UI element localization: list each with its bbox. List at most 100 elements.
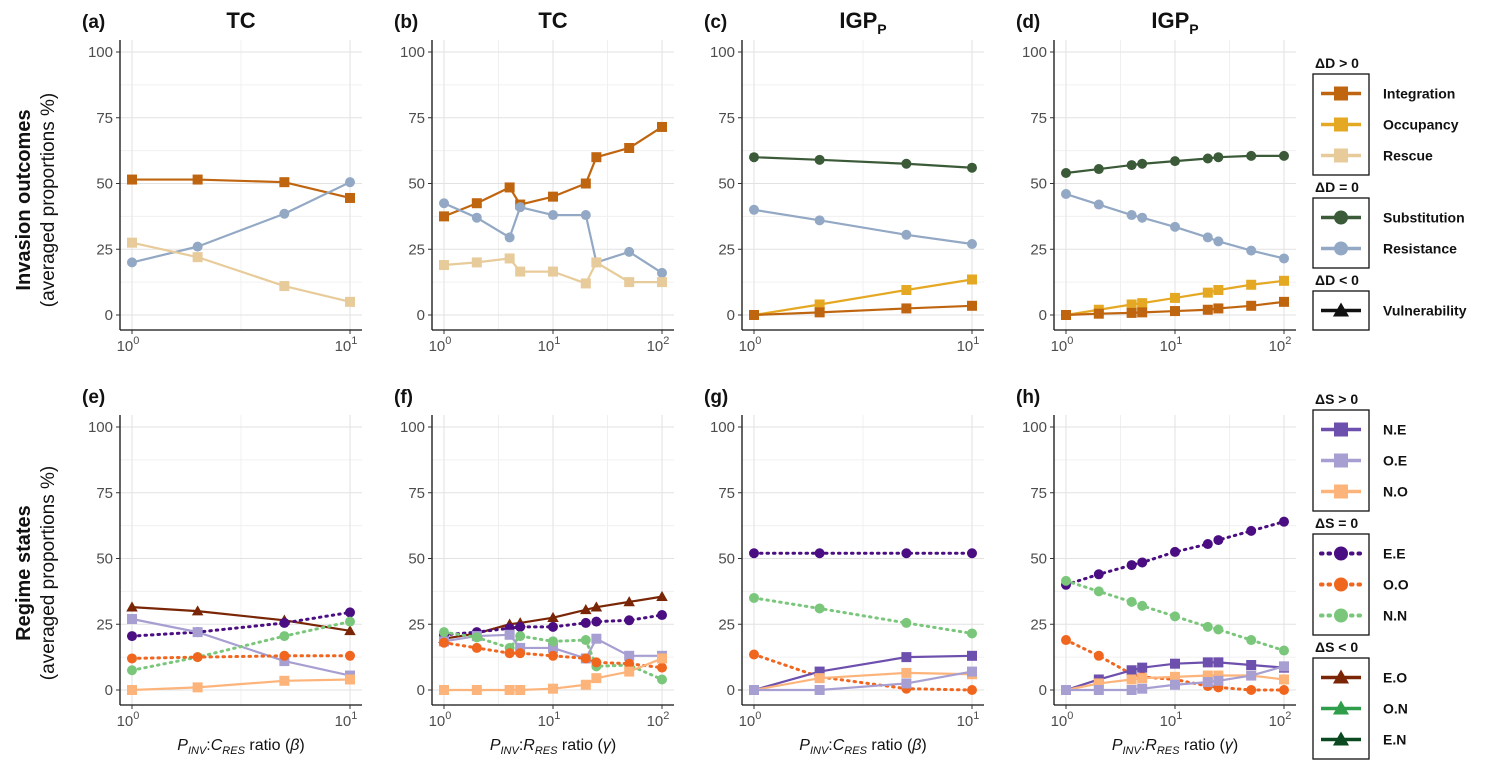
row-label-bottom-main: Regime states xyxy=(13,505,35,641)
series-o-e xyxy=(1061,661,1289,695)
legend-marker xyxy=(1334,422,1348,437)
y-tick-label: 0 xyxy=(727,682,735,699)
data-point xyxy=(1137,158,1148,169)
panel-title: TC xyxy=(226,8,255,33)
y-tick-label: 25 xyxy=(96,241,113,258)
legend-group: ΔS = 0 E.E O.O N.N xyxy=(1312,515,1409,636)
series-resistance xyxy=(127,177,355,268)
panels: (a) TC 0 25 50 75 100 100 101 (b) TC 0 25 50 75 100 100 1… xyxy=(82,8,1296,730)
legend-label: N.N xyxy=(1383,608,1407,624)
y-tick-label: 50 xyxy=(408,551,425,568)
series-line xyxy=(752,596,974,635)
data-point xyxy=(1126,560,1137,571)
data-point xyxy=(1246,685,1257,695)
legend-marker xyxy=(1334,453,1348,468)
series-n-n xyxy=(1061,575,1289,656)
legend-marker xyxy=(1334,484,1348,499)
panel-letter: (f) xyxy=(394,387,413,408)
data-point xyxy=(580,653,591,664)
y-tick-label: 100 xyxy=(400,44,425,61)
data-point xyxy=(624,277,635,288)
y-tick-label: 75 xyxy=(96,485,113,502)
legend-regime-states: ΔS > 0 N.E O.E N.O ΔS = 0 E.E O.O N.N ΔS < 0 E.O O… xyxy=(1312,391,1409,760)
data-point xyxy=(515,631,526,642)
series-line xyxy=(131,181,351,264)
data-point xyxy=(1279,661,1289,672)
y-tick-label: 75 xyxy=(718,110,735,127)
data-point xyxy=(504,232,515,243)
x-tick-label: 102 xyxy=(1269,335,1292,355)
series-line xyxy=(753,278,973,317)
panel-title: TC xyxy=(538,8,567,33)
data-point xyxy=(547,611,559,622)
data-point xyxy=(548,210,558,221)
panel-b: (b) TC 0 25 50 75 100 100 101 102 xyxy=(394,8,674,355)
data-point xyxy=(279,208,290,219)
x-axis-label-gamma: PINV:RRES ratio (γ) xyxy=(490,737,616,757)
data-point xyxy=(548,266,558,277)
legend-item-n-n: N.N xyxy=(1319,608,1407,624)
data-point xyxy=(1202,153,1213,164)
data-point xyxy=(591,257,602,268)
y-tick-label: 75 xyxy=(408,485,425,502)
data-point xyxy=(1137,212,1148,223)
data-point xyxy=(1279,645,1289,656)
y-tick-label: 50 xyxy=(96,551,113,568)
legend-marker xyxy=(1334,86,1348,101)
data-point xyxy=(814,685,825,695)
data-point xyxy=(901,285,912,296)
data-point xyxy=(1279,674,1289,685)
data-point xyxy=(657,674,667,685)
data-point xyxy=(1202,670,1213,681)
legend-marker xyxy=(1334,148,1348,163)
data-point xyxy=(1061,189,1071,200)
data-point xyxy=(127,237,137,248)
data-point xyxy=(901,667,912,678)
data-point xyxy=(1279,253,1289,264)
data-point xyxy=(1213,303,1224,314)
series-line xyxy=(754,670,973,692)
y-tick-label: 50 xyxy=(96,176,113,193)
data-point xyxy=(1213,657,1224,668)
data-point xyxy=(749,592,759,603)
series-line xyxy=(131,606,351,632)
data-point xyxy=(1246,279,1257,290)
y-tick-label: 75 xyxy=(1030,485,1047,502)
data-point xyxy=(126,601,138,612)
legend-label: N.O xyxy=(1383,484,1408,500)
data-point xyxy=(548,683,558,694)
data-point xyxy=(657,662,667,673)
legend-item-o-n: O.N xyxy=(1321,700,1408,717)
legend-marker xyxy=(1332,700,1350,715)
panel-e: (e) 0 25 50 75 100 100 101 xyxy=(82,387,362,730)
data-point xyxy=(1093,678,1104,689)
data-point xyxy=(439,198,449,209)
data-point xyxy=(1093,685,1104,695)
data-point xyxy=(967,666,977,677)
row-labels: Invasion outcomes (averaged proportions … xyxy=(13,93,59,680)
x-tick-label: 100 xyxy=(117,335,140,355)
data-point xyxy=(192,682,203,693)
series-line xyxy=(131,241,351,303)
series-line xyxy=(753,654,973,692)
legend-marker xyxy=(1332,731,1350,746)
x-tick-label: 102 xyxy=(647,335,670,355)
legend-group: ΔD < 0 Vulnerability xyxy=(1312,272,1467,331)
data-point xyxy=(1246,150,1257,161)
data-point xyxy=(127,685,137,695)
series-e-e xyxy=(749,548,977,559)
data-point xyxy=(901,303,912,314)
data-point xyxy=(1126,665,1137,676)
data-point xyxy=(580,635,591,646)
data-point xyxy=(515,648,526,659)
y-tick-label: 0 xyxy=(105,307,113,324)
legend-marker xyxy=(1334,608,1348,623)
x-axis-label-beta: PINV:CRES ratio (β) xyxy=(799,737,926,757)
data-point xyxy=(967,628,977,639)
data-point xyxy=(1093,586,1104,597)
data-point xyxy=(1213,670,1224,681)
data-point xyxy=(515,685,526,695)
data-point xyxy=(471,257,482,268)
data-point xyxy=(1137,683,1148,694)
